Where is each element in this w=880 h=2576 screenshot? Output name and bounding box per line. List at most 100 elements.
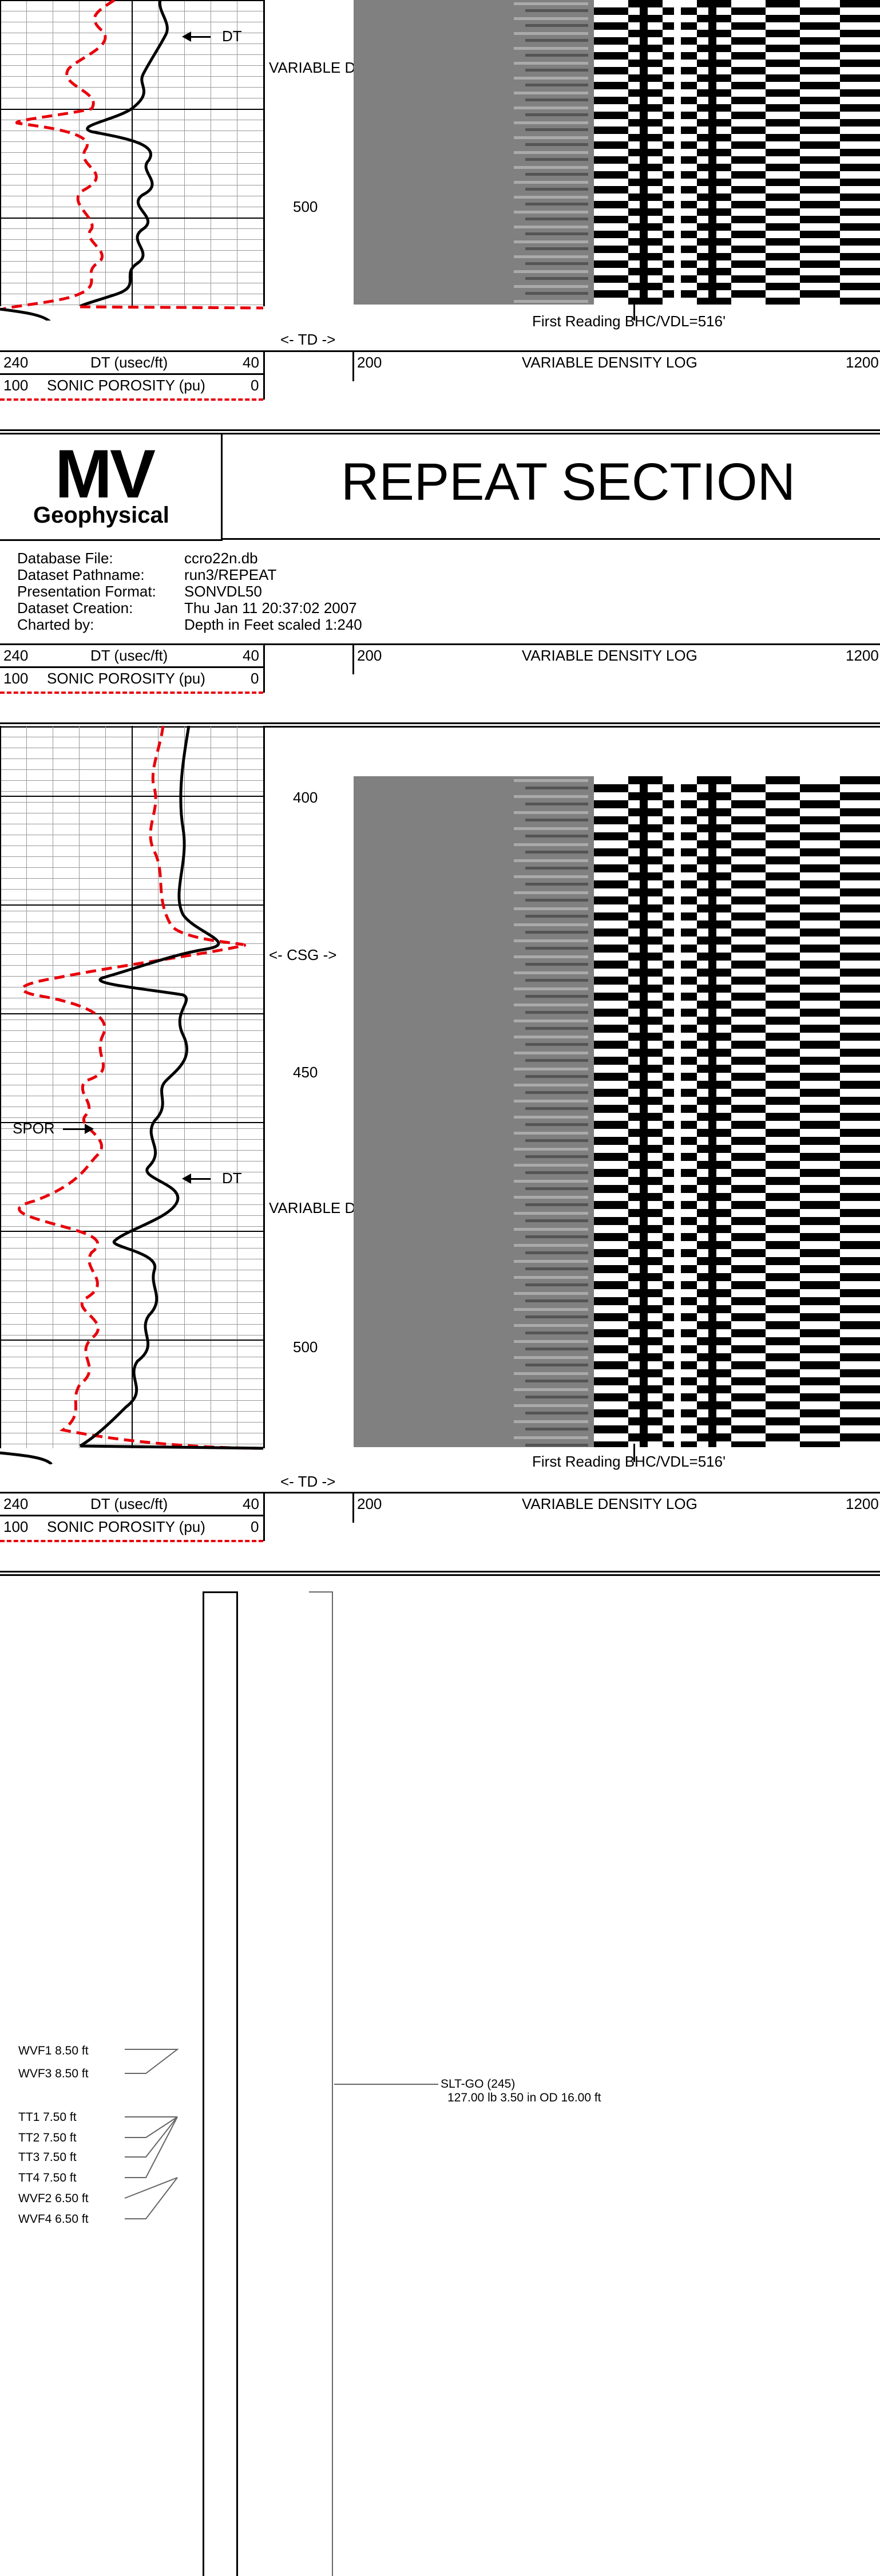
footer1-vdl-left: 200 — [357, 354, 382, 371]
footer2-dt-scale: 240 DT (usec/ft) 40 — [0, 1494, 263, 1516]
footer1-vdl-title: VARIABLE DENSITY LOG — [522, 354, 697, 371]
sensor-tt4: TT4 7.50 ft — [18, 2171, 77, 2184]
footer2-por-title: SONIC POROSITY (pu) — [47, 1518, 205, 1535]
repeat-spor-label: SPOR — [13, 1120, 55, 1137]
repeat-first-reading: First Reading BHC/VDL=516' — [532, 1453, 726, 1470]
info-label-creation: Dataset Creation: — [17, 599, 133, 617]
info-value-db: ccro22n.db — [184, 550, 258, 567]
sensor-tt3: TT3 7.50 ft — [18, 2151, 77, 2164]
logo-geophysical: Geophysical — [33, 503, 169, 528]
sensor-tt2: TT2 7.50 ft — [18, 2131, 77, 2144]
repeat-curves — [0, 726, 264, 1464]
repeat-por-scale: 100 SONIC POROSITY (pu) 0 — [0, 669, 263, 694]
info-label-charted: Charted by: — [17, 616, 94, 633]
repeat-section-title: REPEAT SECTION — [341, 453, 796, 511]
repeat-porosity-curve — [18, 726, 264, 1450]
repeat-por-rborder — [263, 643, 265, 693]
section-divider-2 — [0, 1571, 880, 1573]
repeat-vdl-title: VARIABLE DENSITY LOG — [522, 647, 697, 664]
sensor-wvf3: WVF3 8.50 ft — [18, 2067, 89, 2080]
sensor-wvf2: WVF2 6.50 ft — [18, 2192, 89, 2205]
repeat-dt-arrow — [182, 1174, 211, 1184]
footer1-dt-title: DT (usec/ft) — [90, 354, 168, 371]
repeat-vdl-bands — [354, 776, 880, 1447]
repeat-dt-title: DT (usec/ft) — [90, 647, 168, 664]
repeat-depth-500: 500 — [293, 1338, 318, 1356]
footer1-por-scale: 100 SONIC POROSITY (pu) 0 — [0, 376, 263, 401]
tool-bracket-tick — [334, 2084, 438, 2085]
main-curves — [0, 0, 264, 321]
main-dt-curve — [79, 0, 169, 308]
repeat-vdl-image — [354, 776, 880, 1447]
footer1-por-title: SONIC POROSITY (pu) — [47, 377, 205, 394]
repeat-first-reading-arrow — [633, 1444, 635, 1462]
repeat-track-grid — [0, 726, 265, 1448]
footer2-por-left: 100 — [3, 1518, 29, 1535]
repeat-depth-400: 400 — [293, 789, 318, 806]
footer1-top-rule — [0, 350, 880, 352]
footer1-por-rborder — [263, 350, 265, 400]
sensor-tt1: TT1 7.50 ft — [18, 2111, 77, 2124]
repeat-spor-arrow — [63, 1124, 94, 1134]
footer2-por-rborder — [263, 1492, 265, 1541]
tool-name: SLT-GO (245) — [441, 2077, 516, 2091]
footer1-dt-left: 240 — [3, 354, 29, 371]
footer1-dt-scale: 240 DT (usec/ft) 40 — [0, 353, 263, 375]
info-label-db: Database File: — [17, 550, 113, 567]
section-divider-2b — [0, 1574, 880, 1576]
main-first-reading-arrow — [633, 302, 635, 321]
info-value-path: run3/REPEAT — [184, 566, 277, 583]
repeat-por-left: 100 — [3, 670, 29, 687]
main-vdl-bands — [354, 0, 880, 305]
main-first-reading: First Reading BHC/VDL=516' — [532, 313, 726, 330]
info-value-charted: Depth in Feet scaled 1:240 — [184, 616, 362, 633]
footer2-vdl-lborder — [352, 1492, 354, 1523]
section-divider-1 — [0, 429, 880, 431]
footer1-por-right: 0 — [251, 377, 259, 394]
tool-bracket — [309, 1591, 333, 2576]
footer2-vdl-title: VARIABLE DENSITY LOG — [522, 1495, 697, 1512]
main-dt-arrow — [182, 31, 211, 42]
repeat-vdl-right: 1200 — [846, 647, 879, 664]
repeat-dt-left: 240 — [3, 647, 29, 664]
main-track-grid — [0, 0, 265, 306]
repeat-dt-scale: 240 DT (usec/ft) 40 — [0, 646, 263, 668]
main-depth-500: 500 — [293, 198, 318, 215]
repeat-vdl-lborder — [352, 643, 354, 674]
main-porosity-curve — [2, 0, 116, 311]
tool-body — [203, 1591, 238, 2576]
footer2-vdl-right: 1200 — [846, 1495, 879, 1512]
tool-specs: 127.00 lb 3.50 in OD 16.00 ft — [447, 2091, 601, 2104]
main-tool-spike — [80, 305, 264, 310]
repeat-por-right: 0 — [251, 670, 259, 687]
main-dt-label: DT — [222, 27, 242, 45]
repeat-vdl-left: 200 — [357, 647, 382, 664]
footer2-por-scale: 100 SONIC POROSITY (pu) 0 — [0, 1517, 263, 1542]
footer2-dt-left: 240 — [3, 1495, 29, 1512]
repeat-csg-marker: <- CSG -> — [269, 946, 337, 963]
repeat-tail-black — [0, 1451, 53, 1464]
footer2-vdl-left: 200 — [357, 1495, 382, 1512]
footer2-dt-title: DT (usec/ft) — [90, 1495, 168, 1512]
repeat-por-title: SONIC POROSITY (pu) — [47, 670, 205, 687]
footer1-vdl-right: 1200 — [846, 354, 879, 371]
repeat-dt-label: DT — [222, 1170, 242, 1187]
repeat-dt-curve — [79, 726, 220, 1448]
main-td-marker: <- TD -> — [280, 331, 336, 348]
footer2-por-right: 0 — [251, 1518, 259, 1535]
footer2-top-rule — [0, 1492, 880, 1494]
repeat-depth-450: 450 — [293, 1064, 318, 1081]
repeat-header-bottom — [0, 722, 880, 724]
logo-mv: MV — [55, 436, 156, 512]
repeat-dt-right: 40 — [243, 647, 259, 664]
info-label-path: Dataset Pathname: — [17, 566, 145, 583]
footer1-vdl-lborder — [352, 350, 354, 381]
main-vdl-image — [354, 0, 880, 305]
info-value-creation: Thu Jan 11 20:37:02 2007 — [184, 599, 357, 617]
footer1-dt-right: 40 — [243, 354, 259, 371]
main-tool-spike-black — [0, 307, 51, 321]
sensor-leaders — [124, 2049, 179, 2219]
sensor-wvf1: WVF1 8.50 ft — [18, 2044, 89, 2057]
sensor-wvf4: WVF4 6.50 ft — [18, 2212, 89, 2226]
repeat-header-bottom-b — [0, 726, 880, 728]
